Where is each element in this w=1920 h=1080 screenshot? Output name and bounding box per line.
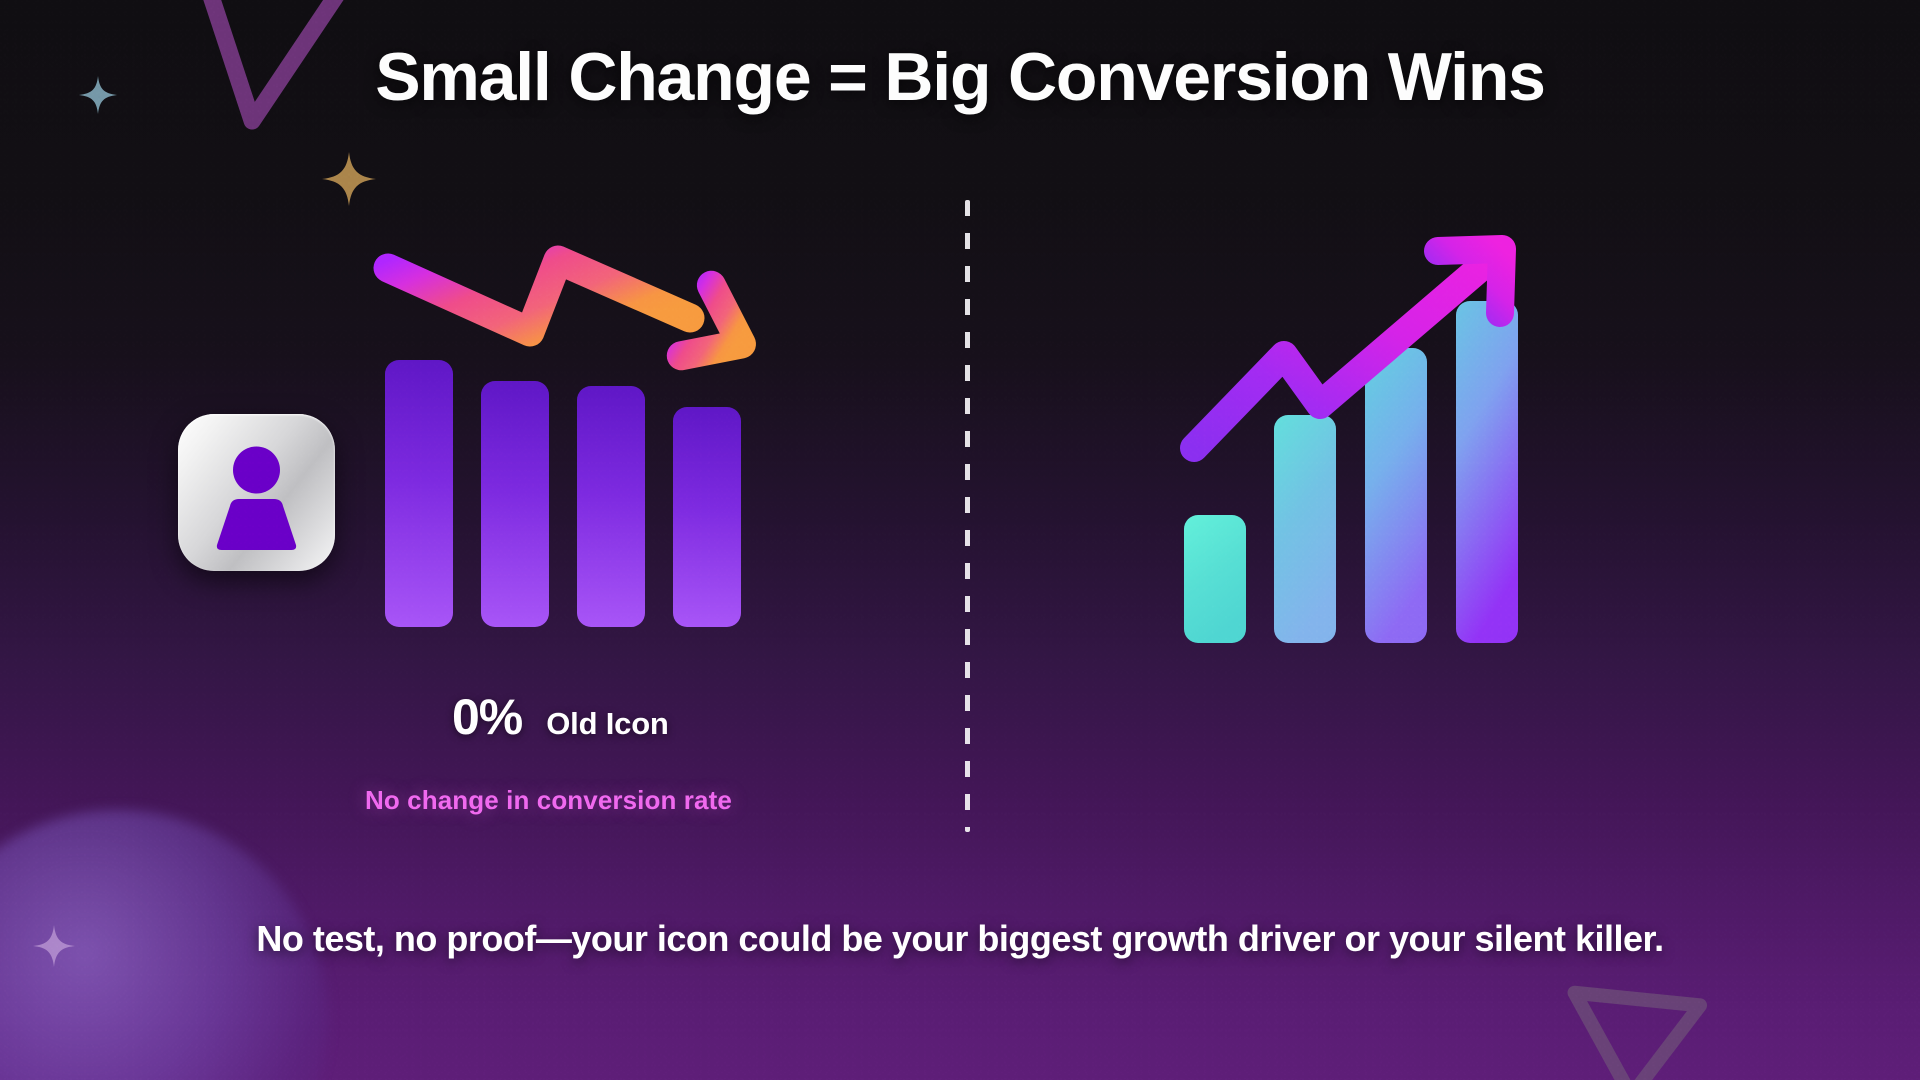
footer-tagline: No test, no proof—your icon could be you… [256, 918, 1664, 959]
panel-divider [965, 200, 970, 832]
bar [577, 386, 645, 627]
bar [481, 381, 549, 627]
old-metric-label: Old Icon [546, 706, 669, 741]
bar [1274, 415, 1336, 643]
bar [385, 360, 453, 627]
old-icon-chart [373, 245, 756, 627]
trend-arrow-up [1180, 235, 1516, 462]
bar [1365, 348, 1427, 643]
person-avatar-icon [216, 446, 297, 550]
old-app-icon[interactable] [178, 414, 335, 571]
old-metric-value: 0% [452, 689, 523, 745]
trend-arrow-down [373, 245, 756, 371]
bar [1456, 301, 1518, 643]
bar [673, 407, 741, 627]
panel-old-icon: 0% Old Icon No change in conversion rate [178, 245, 756, 815]
page-title: Small Change = Big Conversion Wins [375, 39, 1546, 115]
new-icon-chart [1180, 235, 1518, 643]
panel-new-icon: 18% New Icon Increase in conversion rate [965, 0, 1920, 1080]
bar [1184, 515, 1246, 643]
old-caption: No change in conversion rate [365, 785, 732, 815]
old-metric-row: 0% Old Icon [452, 688, 669, 746]
